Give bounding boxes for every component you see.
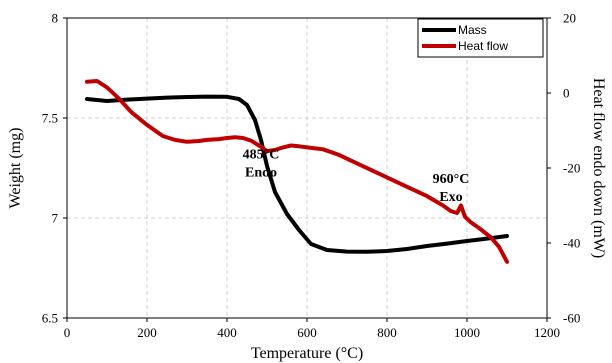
x-tick-label: 1000 — [454, 325, 480, 340]
x-tick-label: 600 — [297, 325, 317, 340]
x-tick-label: 0 — [64, 325, 71, 340]
grid — [67, 18, 547, 318]
y2-axis-title: Heat flow endo down (mW) — [590, 78, 607, 258]
series-line-heat-flow — [85, 79, 509, 264]
annotation-label: 485°C — [243, 148, 280, 163]
ticks: 0 200 400 600 800 1000 1200 6.5 7 7.5 8 -60 -40 -20 0 2… — [42, 11, 581, 341]
annotation-label: Endo — [245, 166, 277, 181]
legend-label-heat-flow: Heat flow — [458, 39, 508, 53]
y2-tick-label: -40 — [563, 236, 580, 251]
annotation-label: 960°C — [433, 172, 470, 187]
x-axis-title: Temperature (°C) — [251, 345, 363, 362]
y-tick-label: 8 — [52, 11, 59, 26]
y-tick-label: 7.5 — [42, 111, 58, 126]
y2-tick-label: -60 — [563, 311, 580, 326]
y-tick-label: 6.5 — [42, 311, 58, 326]
y2-tick-label: -20 — [563, 161, 580, 176]
x-tick-label: 1200 — [534, 325, 560, 340]
y2-tick-label: 0 — [563, 86, 570, 101]
y-tick-label: 7 — [52, 211, 59, 226]
legend-box — [417, 18, 544, 58]
x-tick-label: 800 — [377, 325, 397, 340]
annotations: 485°C Endo 960°C Exo — [243, 148, 470, 205]
series-line-mass — [85, 94, 509, 254]
legend: Mass Heat flow — [417, 18, 544, 58]
y2-tick-label: 20 — [563, 11, 576, 26]
y-axis-title: Weight (mg) — [7, 128, 24, 209]
x-tick-label: 400 — [217, 325, 237, 340]
annotation-label: Exo — [439, 190, 462, 205]
legend-label-mass: Mass — [458, 23, 487, 37]
series-layer — [85, 79, 509, 264]
x-tick-label: 200 — [137, 325, 157, 340]
